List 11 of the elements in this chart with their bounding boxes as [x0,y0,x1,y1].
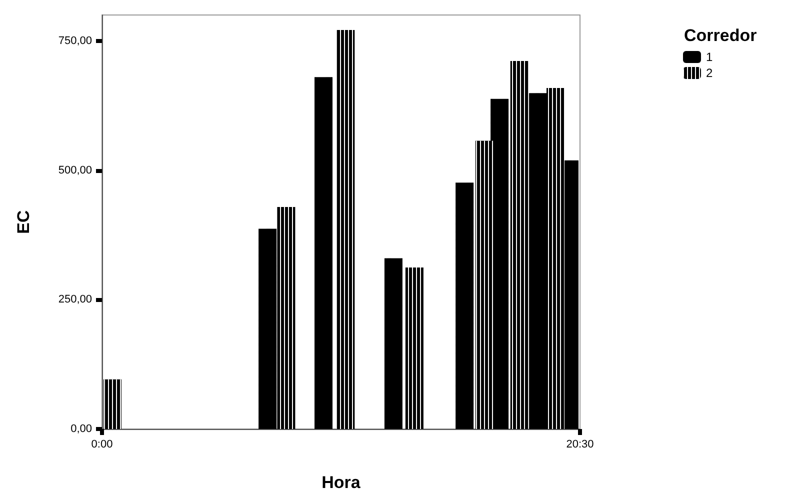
y-tick-label: 750,00 [58,34,92,47]
legend-title: Corredor [684,26,758,45]
legend-label: 1 [706,50,713,64]
y-axis-title: EC [14,210,33,234]
legend-label: 2 [706,66,713,80]
y-tick-label: 250,00 [58,294,92,306]
x-tick-label: 20:30 [566,438,594,450]
x-axis-title: Hora [322,473,361,492]
x-tick-label: 0:00 [91,438,113,450]
y-tick-label: 0,00 [70,423,92,435]
y-tick-label: 500,00 [58,164,92,176]
